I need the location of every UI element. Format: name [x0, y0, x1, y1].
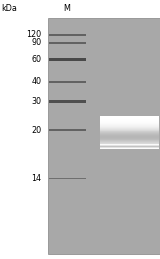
Bar [100, 122, 159, 123]
Bar [49, 178, 86, 179]
Bar [100, 118, 159, 119]
Bar [49, 42, 86, 44]
Bar [49, 81, 86, 83]
Bar [100, 133, 159, 134]
Text: 30: 30 [32, 97, 42, 106]
Bar [100, 117, 159, 118]
Bar [100, 127, 159, 128]
Bar [100, 116, 159, 117]
Text: 14: 14 [32, 174, 42, 183]
Bar [100, 142, 159, 143]
Bar [100, 137, 159, 138]
Bar [100, 138, 159, 139]
Text: 20: 20 [32, 126, 42, 135]
Bar [100, 121, 159, 122]
Text: 40: 40 [32, 77, 42, 86]
Bar [49, 100, 86, 104]
Bar [100, 128, 159, 129]
Bar [100, 120, 159, 121]
Text: M: M [64, 4, 70, 13]
Bar [49, 129, 86, 131]
Bar [49, 34, 86, 35]
Bar [100, 136, 159, 137]
Bar [100, 135, 159, 136]
Bar [100, 119, 159, 120]
Bar [100, 139, 159, 140]
Bar [100, 123, 159, 124]
Bar [100, 126, 159, 127]
Bar [100, 143, 159, 144]
Bar [48, 18, 160, 254]
Bar [100, 125, 159, 126]
Bar [100, 131, 159, 132]
Text: 60: 60 [32, 55, 42, 64]
Bar [100, 141, 159, 142]
Bar [100, 130, 159, 131]
Bar [100, 140, 159, 141]
Text: kDa: kDa [2, 4, 17, 13]
Text: 120: 120 [26, 30, 42, 39]
Bar [49, 58, 86, 61]
Text: 90: 90 [32, 38, 42, 47]
Bar [100, 124, 159, 125]
Bar [100, 129, 159, 130]
Bar [100, 134, 159, 135]
Bar [100, 132, 159, 133]
